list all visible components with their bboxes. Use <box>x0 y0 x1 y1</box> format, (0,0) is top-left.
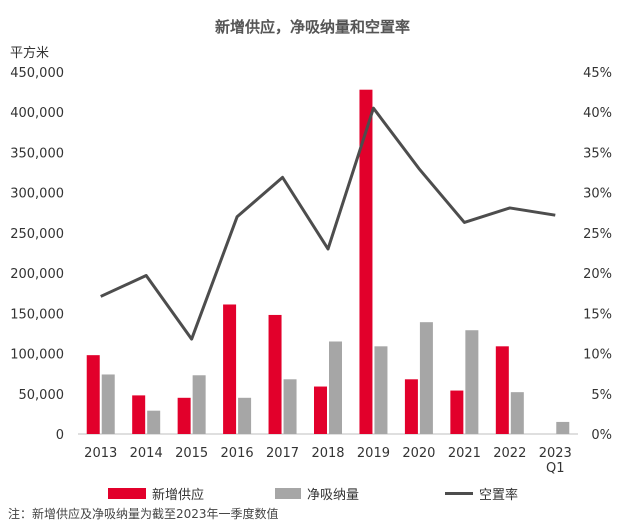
y2-tick-label: 45% <box>583 66 612 81</box>
y-axis-unit-label: 平方米 <box>10 46 50 61</box>
bar-supply <box>132 395 146 434</box>
x-tick-label: 2014 <box>130 446 163 461</box>
legend-swatch-vacancy <box>445 491 473 495</box>
bar-supply <box>86 355 100 434</box>
bar-supply <box>314 386 327 434</box>
x-tick-label: 2013 <box>84 446 117 461</box>
y2-tick-label: 5% <box>591 388 612 403</box>
bar-absorption <box>329 341 342 434</box>
x-tick-label: 2016 <box>221 446 254 461</box>
bar-absorption <box>238 397 252 434</box>
chart-title: 新增供应，净吸纳量和空置率 <box>214 18 410 36</box>
bar-absorption <box>419 322 433 434</box>
y-tick-label: 250,000 <box>10 227 64 242</box>
bar-supply <box>268 314 282 434</box>
bar-absorption <box>374 346 388 434</box>
bar-supply <box>495 346 509 434</box>
x-tick-label: 2017 <box>266 446 299 461</box>
y2-tick-label: 30% <box>583 187 612 202</box>
x-tick-label: 2020 <box>402 446 435 461</box>
y2-tick-label: 0% <box>591 428 612 443</box>
x-tick-label: 2023 <box>539 446 572 461</box>
y-tick-label: 50,000 <box>19 388 65 403</box>
y-tick-label: 300,000 <box>10 187 64 202</box>
bar-absorption <box>101 374 115 434</box>
y-tick-label: 400,000 <box>10 106 64 121</box>
y2-tick-label: 10% <box>583 348 612 363</box>
y2-tick-label: 40% <box>583 106 612 121</box>
x-tick-label: 2019 <box>357 446 390 461</box>
bar-supply <box>404 379 418 434</box>
y2-tick-label: 20% <box>583 267 612 282</box>
y-tick-label: 350,000 <box>10 146 64 161</box>
bar-supply <box>359 89 373 434</box>
legend-label-supply: 新增供应 <box>152 487 205 503</box>
legend: 新增供应 净吸纳量 空置率 <box>0 483 625 503</box>
legend-item-absorption: 净吸纳量 <box>275 483 359 503</box>
legend-label-absorption: 净吸纳量 <box>307 487 360 503</box>
y-tick-label: 150,000 <box>10 307 64 322</box>
x-tick-label: 2018 <box>311 446 344 461</box>
legend-label-vacancy: 空置率 <box>479 487 519 503</box>
line-vacancy <box>100 106 556 341</box>
legend-item-vacancy: 空置率 <box>445 483 518 503</box>
bar-absorption <box>283 379 297 434</box>
y-tick-label: 450,000 <box>10 66 64 81</box>
bar-supply <box>450 390 464 434</box>
y2-tick-label: 35% <box>583 146 612 161</box>
footnote: 注：新增供应及净吸纳量为截至2023年一季度数值 <box>8 507 279 521</box>
y-tick-label: 100,000 <box>10 348 64 363</box>
x-tick-label: 2015 <box>175 446 208 461</box>
legend-swatch-absorption <box>275 487 301 499</box>
y2-tick-label: 15% <box>583 307 612 322</box>
x-tick-label: 2022 <box>493 446 526 461</box>
y2-tick-label: 25% <box>583 227 612 242</box>
bar-absorption <box>510 392 524 434</box>
y-tick-label: 200,000 <box>10 267 64 282</box>
bar-absorption <box>465 330 479 434</box>
y-tick-label: 0 <box>56 428 64 443</box>
bar-absorption <box>556 421 570 434</box>
bar-absorption <box>192 375 206 434</box>
bar-supply <box>177 397 191 434</box>
bar-absorption <box>147 410 161 434</box>
bar-supply <box>223 304 237 434</box>
x-tick-label: Q1 <box>546 461 565 476</box>
legend-swatch-supply <box>108 487 146 499</box>
legend-item-supply: 新增供应 <box>108 483 204 503</box>
x-tick-label: 2021 <box>448 446 481 461</box>
chart-svg: 0 50,000 100,000 150,000 200,000 250,000 300,0… <box>10 66 612 476</box>
